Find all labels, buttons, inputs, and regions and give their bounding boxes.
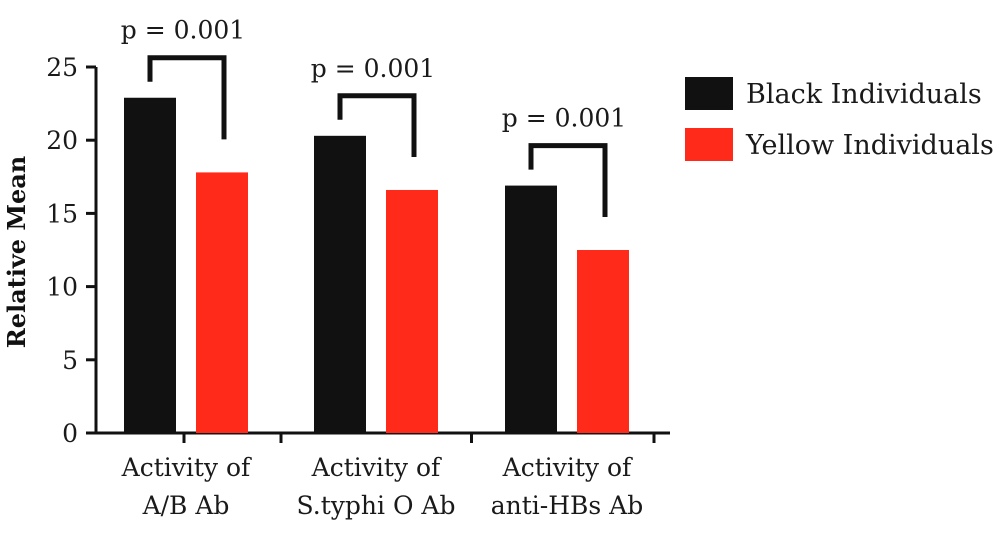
axes: 0 5 10 15 20 25	[46, 53, 670, 448]
x-category-label: A/B Ab	[142, 491, 230, 520]
x-category-label: Activity of	[311, 453, 442, 482]
significance-bracket	[528, 143, 608, 217]
legend: Black Individuals Yellow Individuals	[685, 77, 994, 161]
bar-yellow-1	[386, 189, 438, 433]
y-tick-label: 15	[46, 199, 78, 228]
legend-swatch-0	[685, 77, 733, 110]
legend-swatch-1	[685, 128, 733, 161]
y-tick-label: 10	[46, 273, 78, 302]
y-tick-label: 0	[62, 419, 78, 448]
x-category-label: anti-HBs Ab	[491, 491, 644, 520]
p-value-label: p = 0.001	[502, 104, 626, 133]
bar-black-1	[314, 135, 366, 434]
p-value-annotations: p = 0.001 p = 0.001 p = 0.001	[121, 16, 626, 217]
y-axis-label: Relative Mean	[2, 156, 31, 349]
x-category-label: Activity of	[121, 453, 252, 482]
y-tick-label: 5	[62, 346, 78, 375]
y-tick-label: 25	[46, 53, 78, 82]
x-category-label: S.typhi O Ab	[297, 491, 456, 520]
significance-bracket	[337, 93, 417, 157]
bar-black-0	[124, 97, 176, 433]
x-category-label: Activity of	[502, 453, 633, 482]
bar-yellow-0	[196, 172, 248, 433]
bar-yellow-2	[577, 250, 629, 433]
bar-black-2	[505, 185, 557, 433]
p-value-label: p = 0.001	[121, 16, 245, 45]
legend-label-0: Black Individuals	[746, 79, 982, 110]
p-value-label: p = 0.001	[311, 54, 435, 83]
x-axis-category-labels: Activity of A/B Ab Activity of S.typhi O Ab…	[121, 453, 644, 520]
significance-bracket	[147, 55, 227, 140]
y-tick-label: 20	[46, 126, 78, 155]
bars	[124, 97, 629, 434]
legend-label-1: Yellow Individuals	[745, 130, 994, 161]
